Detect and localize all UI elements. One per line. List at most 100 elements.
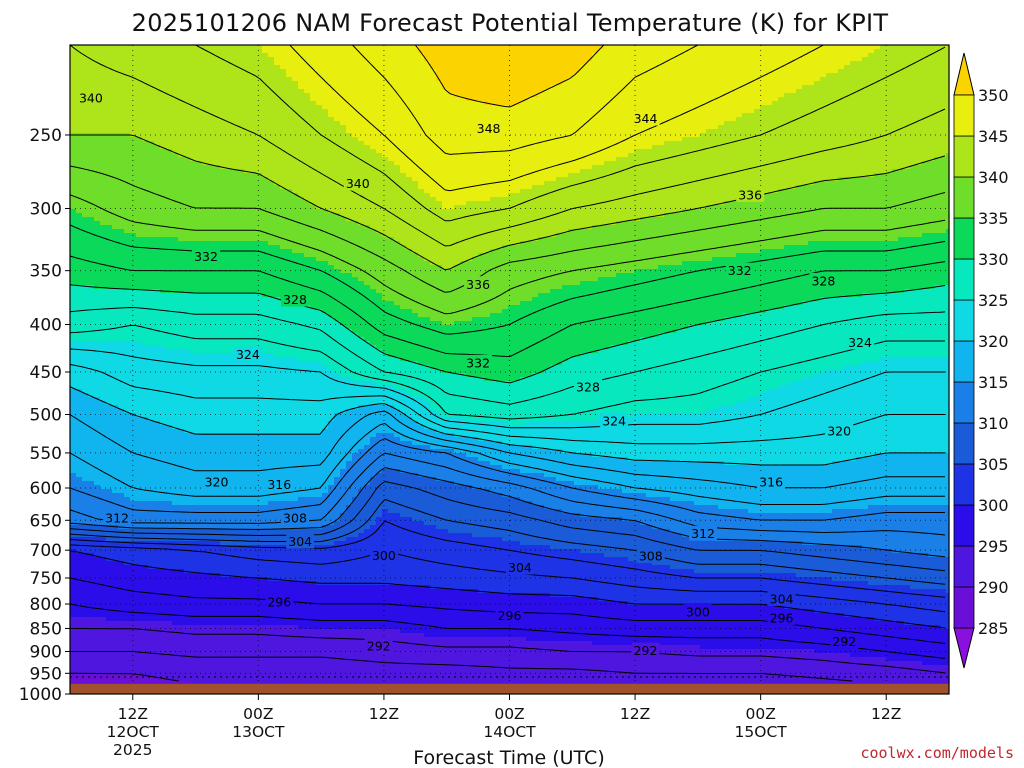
theta-cell [214, 217, 221, 222]
theta-cell [148, 201, 155, 206]
theta-cell [100, 129, 107, 134]
theta-cell [160, 153, 167, 158]
theta-cell [148, 337, 155, 342]
theta-cell [226, 85, 233, 90]
theta-cell [142, 373, 149, 378]
theta-cell [178, 597, 185, 602]
theta-cell [208, 177, 215, 182]
theta-cell [154, 281, 161, 286]
theta-cell [244, 341, 251, 346]
theta-cell [184, 501, 191, 506]
theta-cell [166, 645, 173, 650]
theta-cell [226, 225, 233, 230]
theta-cell [100, 489, 107, 494]
theta-cell [196, 461, 203, 466]
theta-cell [184, 49, 191, 54]
theta-cell [196, 101, 203, 106]
theta-cell [118, 601, 125, 606]
theta-cell [130, 573, 137, 578]
theta-cell [190, 517, 197, 522]
theta-cell [76, 65, 83, 70]
theta-cell [244, 381, 251, 386]
theta-cell [130, 665, 137, 670]
theta-cell [226, 193, 233, 198]
theta-cell [106, 189, 113, 194]
theta-cell [202, 489, 209, 494]
theta-cell [190, 545, 197, 550]
theta-cell [196, 657, 203, 662]
theta-cell [226, 493, 233, 498]
theta-cell [196, 133, 203, 138]
theta-cell [250, 313, 257, 318]
theta-cell [160, 525, 167, 530]
theta-cell [112, 145, 119, 150]
theta-cell [82, 357, 89, 362]
theta-cell [154, 333, 161, 338]
theta-cell [190, 141, 197, 146]
theta-cell [202, 309, 209, 314]
theta-cell [154, 361, 161, 366]
theta-cell [142, 249, 149, 254]
theta-cell [208, 357, 215, 362]
theta-cell [190, 601, 197, 606]
theta-cell [226, 497, 233, 502]
theta-cell [82, 297, 89, 302]
theta-cell [76, 469, 83, 474]
theta-cell [118, 137, 125, 142]
theta-cell [244, 517, 251, 522]
theta-cell [202, 313, 209, 318]
theta-cell [196, 313, 203, 318]
theta-cell [166, 497, 173, 502]
theta-cell [232, 613, 239, 618]
theta-cell [202, 565, 209, 570]
theta-cell [244, 585, 251, 590]
theta-cell [226, 413, 233, 418]
theta-cell [112, 281, 119, 286]
theta-cell [118, 641, 125, 646]
theta-cell [142, 433, 149, 438]
theta-cell [118, 49, 125, 54]
theta-cell [220, 189, 227, 194]
theta-cell [142, 317, 149, 322]
theta-cell [184, 285, 191, 290]
theta-cell [244, 189, 251, 194]
theta-cell [208, 669, 215, 674]
theta-cell [82, 437, 89, 442]
theta-cell [112, 453, 119, 458]
theta-cell [88, 345, 95, 350]
theta-cell [196, 189, 203, 194]
theta-cell [190, 609, 197, 614]
theta-cell [196, 489, 203, 494]
theta-cell [88, 109, 95, 114]
theta-cell [70, 189, 77, 194]
theta-cell [238, 517, 245, 522]
theta-cell [118, 453, 125, 458]
theta-cell [118, 433, 125, 438]
theta-cell [148, 517, 155, 522]
theta-cell [76, 181, 83, 186]
theta-cell [112, 109, 119, 114]
theta-cell [214, 305, 221, 310]
theta-cell [112, 181, 119, 186]
theta-cell [250, 477, 257, 482]
theta-cell [196, 65, 203, 70]
theta-cell [184, 73, 191, 78]
theta-cell [214, 537, 221, 542]
theta-cell [112, 197, 119, 202]
theta-cell [70, 273, 77, 278]
theta-cell [106, 333, 113, 338]
theta-cell [124, 109, 131, 114]
theta-cell [130, 465, 137, 470]
theta-cell [196, 297, 203, 302]
theta-cell [112, 125, 119, 130]
theta-cell [166, 625, 173, 630]
theta-cell [130, 137, 137, 142]
theta-cell [124, 345, 131, 350]
theta-cell [256, 45, 263, 50]
theta-cell [94, 325, 101, 330]
theta-cell [226, 641, 233, 646]
theta-cell [130, 121, 137, 126]
theta-cell [232, 505, 239, 510]
theta-cell [166, 373, 173, 378]
theta-cell [94, 265, 101, 270]
